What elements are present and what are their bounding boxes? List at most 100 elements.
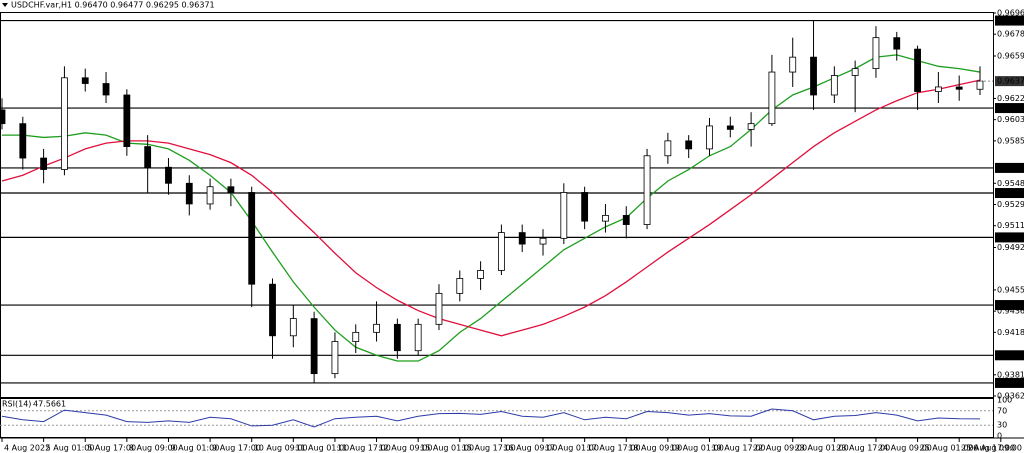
rsi-title: RSI(14) — [2, 400, 31, 409]
x-tick-label: 8 Aug 09:00 — [129, 444, 178, 453]
candle-body — [810, 56, 817, 96]
x-tick-label: 23 Aug 17:00 — [836, 444, 890, 453]
candle-body — [393, 323, 401, 352]
rsi-value: 47.5661 — [33, 400, 66, 409]
x-tick-label: 12 Aug 09:00 — [379, 444, 433, 453]
candle-body — [123, 94, 131, 147]
candle-body — [539, 237, 547, 245]
candle-body — [206, 186, 214, 205]
x-tick-label: 23 Aug 01:00 — [795, 444, 849, 453]
candle-body — [61, 77, 68, 170]
last-price-box — [995, 76, 1024, 87]
candle-body — [934, 86, 942, 92]
candle-body — [81, 77, 89, 84]
candle-body — [102, 83, 110, 96]
y-tick-label: 0.94365 — [997, 307, 1024, 316]
candle-body — [560, 192, 568, 239]
candle-body — [310, 318, 318, 375]
candle-body — [352, 331, 360, 342]
x-tick-label: 16 Aug 09:00 — [503, 444, 557, 453]
candle-body — [581, 192, 589, 222]
candle-body — [830, 75, 838, 96]
level-label: 0.96899 — [997, 16, 1024, 25]
candle-body — [289, 318, 297, 337]
x-tick-label: 4 Aug 2022 — [4, 444, 50, 453]
candle-body — [726, 125, 734, 130]
level-label: 0.94418 — [997, 301, 1024, 310]
x-tick-label: 15 Aug 01:00 — [420, 444, 474, 453]
level-label: 0.93739 — [997, 378, 1024, 387]
x-tick-label: 15 Aug 17:00 — [462, 444, 516, 453]
rsi-panel — [0, 398, 994, 438]
level-label: 0.96136 — [997, 104, 1024, 113]
candle-body — [768, 71, 776, 125]
x-tick-label: 24 Aug 09:00 — [878, 444, 932, 453]
x-tick-label: 19 Aug 01:00 — [670, 444, 724, 453]
candle-body — [144, 146, 152, 168]
candle-body — [914, 48, 921, 92]
x-tick-label: 11 Aug 17:00 — [337, 444, 391, 453]
candle-body — [664, 140, 672, 157]
level-label-box — [995, 15, 1024, 26]
candle-body — [0, 109, 6, 125]
candle-body — [685, 140, 693, 150]
level-label: 0.95395 — [997, 189, 1024, 198]
x-tick-label: 5 Aug 01:00 — [46, 444, 95, 453]
candle-body — [976, 80, 984, 90]
candle-body — [269, 283, 276, 337]
y-tick-label: 0.95295 — [997, 200, 1024, 209]
x-tick-label: 17 Aug 17:00 — [587, 444, 641, 453]
level-label-box — [995, 103, 1024, 114]
level-label-box — [995, 300, 1024, 311]
x-tick-label: 18 Aug 09:00 — [628, 444, 682, 453]
x-tick-label: 5 Aug 17:00 — [87, 444, 136, 453]
x-tick-label: 19 Aug 17:00 — [711, 444, 765, 453]
x-tick-label: 9 Aug 01:00 — [170, 444, 219, 453]
candle-body — [165, 166, 172, 184]
x-tick-label: 25 Aug 17:00 — [961, 444, 1015, 453]
candle-body — [747, 123, 755, 130]
candle-body — [19, 123, 27, 159]
menu-arrow[interactable] — [2, 3, 8, 7]
candle-body — [893, 37, 901, 50]
candle-body — [414, 323, 422, 352]
candle-body — [706, 125, 713, 150]
y-tick-label: 0.96035 — [997, 115, 1024, 124]
level-label-box — [995, 377, 1024, 388]
candle-body — [643, 155, 651, 225]
level-label-box — [995, 162, 1024, 173]
level-label: 0.95008 — [997, 233, 1024, 242]
y-tick-label: 0.96965 — [997, 9, 1024, 18]
rsi-tick-label: 0 — [997, 432, 1002, 441]
rsi-tick-label: 70 — [997, 406, 1007, 415]
level-label: 0.95614 — [997, 163, 1024, 172]
candle-body — [602, 214, 609, 222]
moving-average — [2, 54, 981, 362]
level-label-box — [995, 350, 1024, 361]
candle-body — [477, 270, 484, 279]
candle-body — [955, 86, 963, 90]
y-tick-label: 0.93625 — [997, 392, 1024, 401]
x-tick-label: 25 Aug 01:00 — [920, 444, 974, 453]
x-tick-label: 22 Aug 09:00 — [753, 444, 807, 453]
main-panel — [0, 12, 994, 398]
rsi-tick-label: 100 — [997, 396, 1012, 405]
candle-body — [872, 37, 880, 70]
last-price-label: 0.96371 — [997, 77, 1024, 86]
candle-body — [248, 192, 256, 285]
candle-body — [435, 292, 443, 325]
candle-body — [227, 186, 235, 193]
candle-body — [40, 157, 48, 170]
chart-title: USDCHF.var,H1 0.96470 0.96477 0.96295 0.… — [11, 1, 215, 10]
rsi-tick-label: 30 — [997, 421, 1007, 430]
